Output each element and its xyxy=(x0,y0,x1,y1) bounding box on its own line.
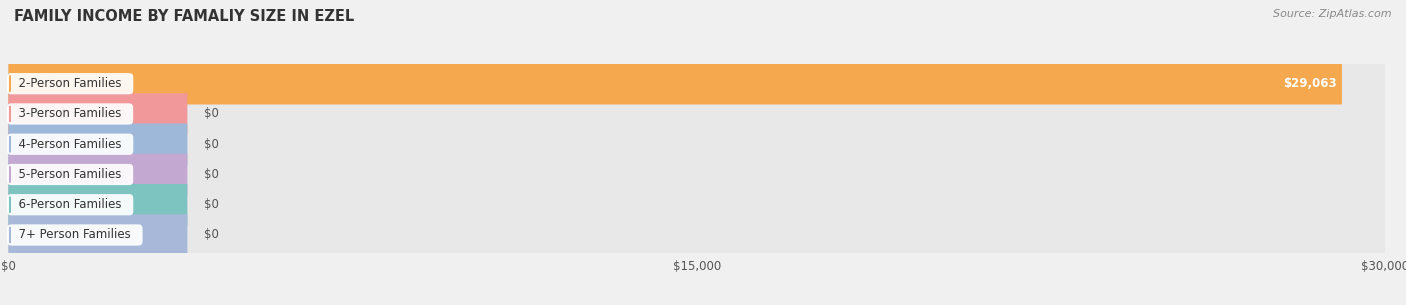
FancyBboxPatch shape xyxy=(8,184,1385,225)
Text: $0: $0 xyxy=(204,138,219,151)
Text: 4-Person Families: 4-Person Families xyxy=(11,138,129,151)
FancyBboxPatch shape xyxy=(8,154,1385,195)
FancyBboxPatch shape xyxy=(8,154,187,195)
FancyBboxPatch shape xyxy=(8,184,187,225)
Text: Source: ZipAtlas.com: Source: ZipAtlas.com xyxy=(1274,9,1392,19)
Text: 7+ Person Families: 7+ Person Families xyxy=(11,228,138,242)
FancyBboxPatch shape xyxy=(8,124,1385,165)
FancyBboxPatch shape xyxy=(8,63,1385,105)
FancyBboxPatch shape xyxy=(8,124,187,165)
Text: $0: $0 xyxy=(204,168,219,181)
Text: 2-Person Families: 2-Person Families xyxy=(11,77,129,90)
Text: FAMILY INCOME BY FAMALIY SIZE IN EZEL: FAMILY INCOME BY FAMALIY SIZE IN EZEL xyxy=(14,9,354,24)
Text: 5-Person Families: 5-Person Families xyxy=(11,168,129,181)
FancyBboxPatch shape xyxy=(8,93,1385,135)
FancyBboxPatch shape xyxy=(8,63,1341,105)
Text: $29,063: $29,063 xyxy=(1282,77,1337,90)
Text: $0: $0 xyxy=(204,198,219,211)
Text: $0: $0 xyxy=(204,228,219,242)
FancyBboxPatch shape xyxy=(8,214,1385,256)
Text: 6-Person Families: 6-Person Families xyxy=(11,198,129,211)
FancyBboxPatch shape xyxy=(8,93,187,135)
Text: 3-Person Families: 3-Person Families xyxy=(11,107,129,120)
FancyBboxPatch shape xyxy=(8,214,187,256)
Text: $0: $0 xyxy=(204,107,219,120)
